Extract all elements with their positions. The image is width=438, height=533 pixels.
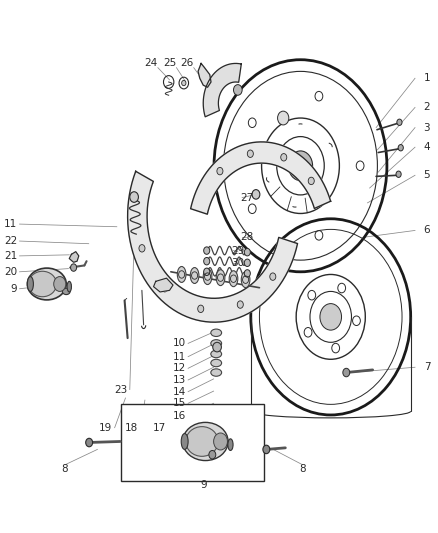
Text: 26: 26 — [180, 59, 194, 68]
Ellipse shape — [228, 439, 233, 450]
Text: 27: 27 — [240, 192, 253, 203]
Ellipse shape — [213, 342, 221, 352]
Circle shape — [343, 368, 350, 377]
Circle shape — [281, 154, 287, 161]
Circle shape — [130, 192, 138, 203]
Text: 20: 20 — [4, 267, 18, 277]
Circle shape — [86, 438, 92, 447]
Text: 21: 21 — [4, 251, 18, 261]
Circle shape — [263, 445, 270, 454]
Text: 11: 11 — [173, 352, 186, 361]
Ellipse shape — [54, 277, 66, 292]
Text: 15: 15 — [173, 398, 186, 408]
Circle shape — [71, 264, 77, 271]
Circle shape — [209, 450, 216, 459]
Circle shape — [237, 301, 244, 308]
Circle shape — [396, 171, 401, 177]
Text: 28: 28 — [240, 232, 253, 243]
Ellipse shape — [67, 281, 71, 292]
Text: 30: 30 — [231, 259, 244, 268]
Ellipse shape — [203, 269, 212, 285]
Circle shape — [270, 273, 276, 280]
Circle shape — [398, 144, 403, 151]
Ellipse shape — [211, 329, 222, 336]
Text: 2: 2 — [424, 102, 430, 112]
Circle shape — [247, 150, 253, 157]
Ellipse shape — [211, 359, 222, 367]
Text: 4: 4 — [424, 142, 430, 152]
Ellipse shape — [62, 288, 70, 295]
Ellipse shape — [28, 271, 57, 297]
Ellipse shape — [241, 272, 250, 288]
Text: 7: 7 — [424, 362, 430, 372]
Circle shape — [288, 151, 313, 181]
Ellipse shape — [211, 350, 222, 358]
Circle shape — [278, 111, 289, 125]
Text: 29: 29 — [231, 246, 244, 256]
Circle shape — [244, 248, 251, 256]
Text: 23: 23 — [114, 384, 127, 394]
Ellipse shape — [214, 433, 227, 450]
Polygon shape — [127, 171, 297, 322]
Text: 14: 14 — [173, 386, 186, 397]
Text: 3: 3 — [424, 123, 430, 133]
Circle shape — [139, 245, 145, 252]
Circle shape — [204, 247, 210, 254]
Text: 18: 18 — [125, 423, 138, 433]
Circle shape — [162, 285, 168, 292]
Text: 13: 13 — [173, 375, 186, 385]
Text: 19: 19 — [99, 423, 113, 433]
Circle shape — [244, 270, 251, 277]
Circle shape — [198, 305, 204, 312]
Polygon shape — [69, 252, 79, 262]
Text: 24: 24 — [145, 59, 158, 68]
Circle shape — [217, 167, 223, 175]
Text: 16: 16 — [173, 411, 186, 421]
Ellipse shape — [190, 268, 199, 284]
Text: 9: 9 — [200, 480, 207, 490]
Ellipse shape — [183, 422, 228, 461]
Text: 8: 8 — [299, 464, 306, 474]
Text: 10: 10 — [173, 338, 186, 349]
Ellipse shape — [186, 426, 218, 456]
Text: 12: 12 — [173, 364, 186, 373]
Polygon shape — [191, 142, 331, 214]
Polygon shape — [154, 278, 173, 292]
Circle shape — [320, 304, 342, 330]
Polygon shape — [203, 63, 241, 117]
Circle shape — [233, 85, 242, 95]
Ellipse shape — [27, 268, 66, 300]
Circle shape — [397, 119, 402, 125]
Text: 11: 11 — [4, 219, 18, 229]
Text: 17: 17 — [153, 423, 166, 433]
Text: 5: 5 — [424, 171, 430, 180]
Circle shape — [244, 259, 251, 266]
Bar — [121, 405, 264, 481]
Ellipse shape — [181, 433, 188, 449]
Text: 25: 25 — [163, 59, 177, 68]
Text: 6: 6 — [424, 225, 430, 236]
Text: 22: 22 — [4, 236, 18, 246]
Text: 9: 9 — [11, 284, 18, 294]
Circle shape — [182, 80, 186, 86]
Text: 8: 8 — [62, 464, 68, 474]
Ellipse shape — [216, 270, 225, 286]
Ellipse shape — [27, 277, 33, 292]
Circle shape — [204, 257, 210, 265]
Circle shape — [204, 268, 210, 276]
Circle shape — [252, 190, 260, 199]
Polygon shape — [198, 63, 211, 87]
Ellipse shape — [211, 340, 222, 347]
Ellipse shape — [229, 271, 238, 287]
Ellipse shape — [177, 266, 186, 282]
Circle shape — [308, 177, 314, 184]
Text: 1: 1 — [424, 73, 430, 83]
Ellipse shape — [211, 369, 222, 376]
